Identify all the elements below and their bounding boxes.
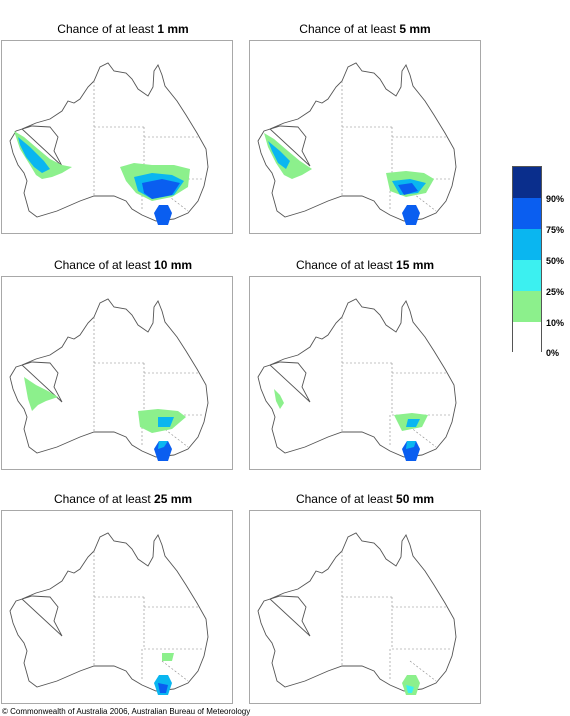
se-rain-zone-high: [142, 179, 180, 199]
panel-title-prefix: Chance of at least: [53, 258, 155, 272]
legend-swatch-25-50: [513, 260, 541, 291]
rainfall-map-5mm: [249, 40, 481, 235]
panel-title-amount: 5 mm: [399, 22, 431, 36]
tas-rain-zone-high: [158, 683, 168, 693]
legend-swatch-10-25: [513, 291, 541, 322]
legend-label: 90%: [546, 194, 565, 204]
panel-title-amount: 15 mm: [396, 258, 435, 272]
panel-title-amount: 10 mm: [154, 258, 193, 272]
legend-label: 25%: [546, 287, 565, 297]
rainfall-map-25mm: [1, 510, 233, 705]
sw-wa-rain-zone: [264, 133, 312, 179]
rainfall-map-1mm: [1, 40, 233, 235]
se-rain-zone-high: [398, 183, 418, 195]
tas-rain-zone: [154, 205, 172, 225]
legend-label: 75%: [546, 225, 565, 235]
legend-label: 10%: [546, 318, 565, 328]
panel-title: Chance of at least 15 mm: [248, 258, 482, 272]
legend-swatch-90-plus: [513, 167, 541, 198]
sw-wa-rain-zone: [14, 131, 72, 179]
tas-rain-zone-low: [158, 441, 168, 449]
panel-title-amount: 50 mm: [396, 492, 435, 506]
tas-rain-zone: [402, 675, 420, 695]
tas-rain-zone-mid: [406, 685, 414, 693]
sw-wa-rain-zone-high: [18, 137, 50, 173]
copyright-notice: © Commonwealth of Australia 2006, Austra…: [2, 707, 251, 716]
panel-title-prefix: Chance of at least: [295, 492, 397, 506]
se-rain-zone-mid: [406, 419, 420, 427]
legend-label: 50%: [546, 256, 565, 266]
panel-title: Chance of at least 1 mm: [6, 22, 240, 36]
legend-swatch-0-10: [513, 322, 541, 353]
rainfall-map-50mm: [249, 510, 481, 705]
panel-title-prefix: Chance of at least: [53, 492, 155, 506]
tas-rain-zone: [402, 205, 420, 225]
sw-wa-rain-zone: [274, 389, 284, 409]
rainfall-map-15mm: [249, 276, 481, 471]
se-rain-zone: [162, 653, 174, 661]
panel-title-prefix: Chance of at least: [299, 22, 400, 36]
panel-title-amount: 1 mm: [157, 22, 189, 36]
panel-title: Chance of at least 10 mm: [6, 258, 240, 272]
sw-wa-rain-zone: [24, 377, 58, 411]
legend-swatch-50-75: [513, 229, 541, 260]
probability-legend: [512, 166, 542, 353]
rainfall-map-10mm: [1, 276, 233, 471]
tas-rain-zone-low: [406, 441, 416, 449]
legend-swatch-75-90: [513, 198, 541, 229]
panel-title-amount: 25 mm: [154, 492, 193, 506]
panel-title-prefix: Chance of at least: [295, 258, 397, 272]
panel-title-prefix: Chance of at least: [57, 22, 158, 36]
panel-title: Chance of at least 50 mm: [248, 492, 482, 506]
legend-label: 0%: [546, 348, 560, 358]
panel-title: Chance of at least 25 mm: [6, 492, 240, 506]
panel-title: Chance of at least 5 mm: [248, 22, 482, 36]
sw-wa-rain-zone-mid: [268, 141, 290, 169]
se-rain-zone-mid: [158, 417, 174, 427]
